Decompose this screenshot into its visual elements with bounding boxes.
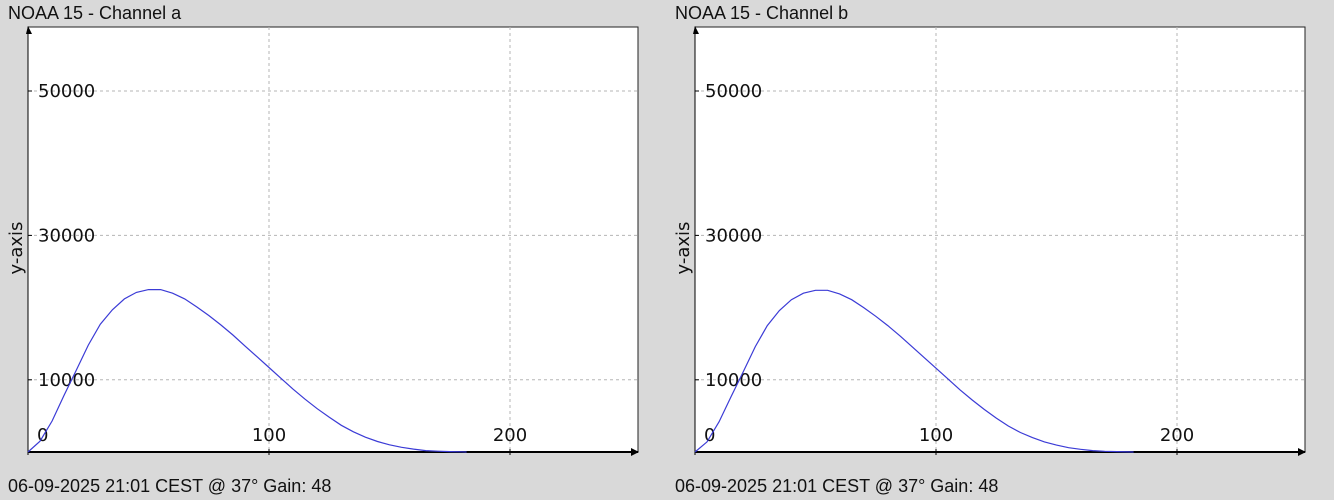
grid <box>28 27 638 452</box>
grid <box>695 27 1305 452</box>
y-tick-label: 10000 <box>705 370 762 391</box>
channel-a-panel: NOAA 15 - Channel a 0 100 200 10000 30000 500… <box>6 3 639 496</box>
x-tick-label: 0 <box>704 425 715 446</box>
y-tick-label: 10000 <box>38 370 95 391</box>
y-tick-label: 30000 <box>705 225 762 246</box>
y-axis-arrow-icon <box>693 26 699 34</box>
y-tick-label: 50000 <box>705 81 762 102</box>
y-axis-label: y-axis <box>673 222 694 275</box>
y-axis-label: y-axis <box>6 222 27 275</box>
panel-title: NOAA 15 - Channel b <box>675 3 849 23</box>
x-tick-label: 100 <box>919 425 953 446</box>
y-tick-label: 50000 <box>38 81 95 102</box>
x-tick-label: 200 <box>493 425 527 446</box>
panel-footer: 06-09-2025 21:01 CEST @ 37° Gain: 48 <box>8 476 332 496</box>
x-tick-label: 100 <box>252 425 286 446</box>
panel-footer: 06-09-2025 21:01 CEST @ 37° Gain: 48 <box>675 476 999 496</box>
x-axis-arrow-icon <box>1298 448 1306 456</box>
series-line <box>27 289 467 453</box>
x-tick-label: 200 <box>1160 425 1194 446</box>
series-line <box>694 289 1134 453</box>
plot-area <box>27 26 639 453</box>
channel-b-chart: 0 100 200 10000 30000 50000 y-axis <box>673 26 1306 456</box>
y-tick-label: 30000 <box>38 225 95 246</box>
y-axis-arrow-icon <box>26 26 32 34</box>
x-axis-arrow-icon <box>631 448 639 456</box>
panel-title: NOAA 15 - Channel a <box>8 3 182 23</box>
plot-area <box>694 26 1306 453</box>
channel-b-panel: NOAA 15 - Channel b 0 100 200 10000 30000 500… <box>667 0 1334 500</box>
